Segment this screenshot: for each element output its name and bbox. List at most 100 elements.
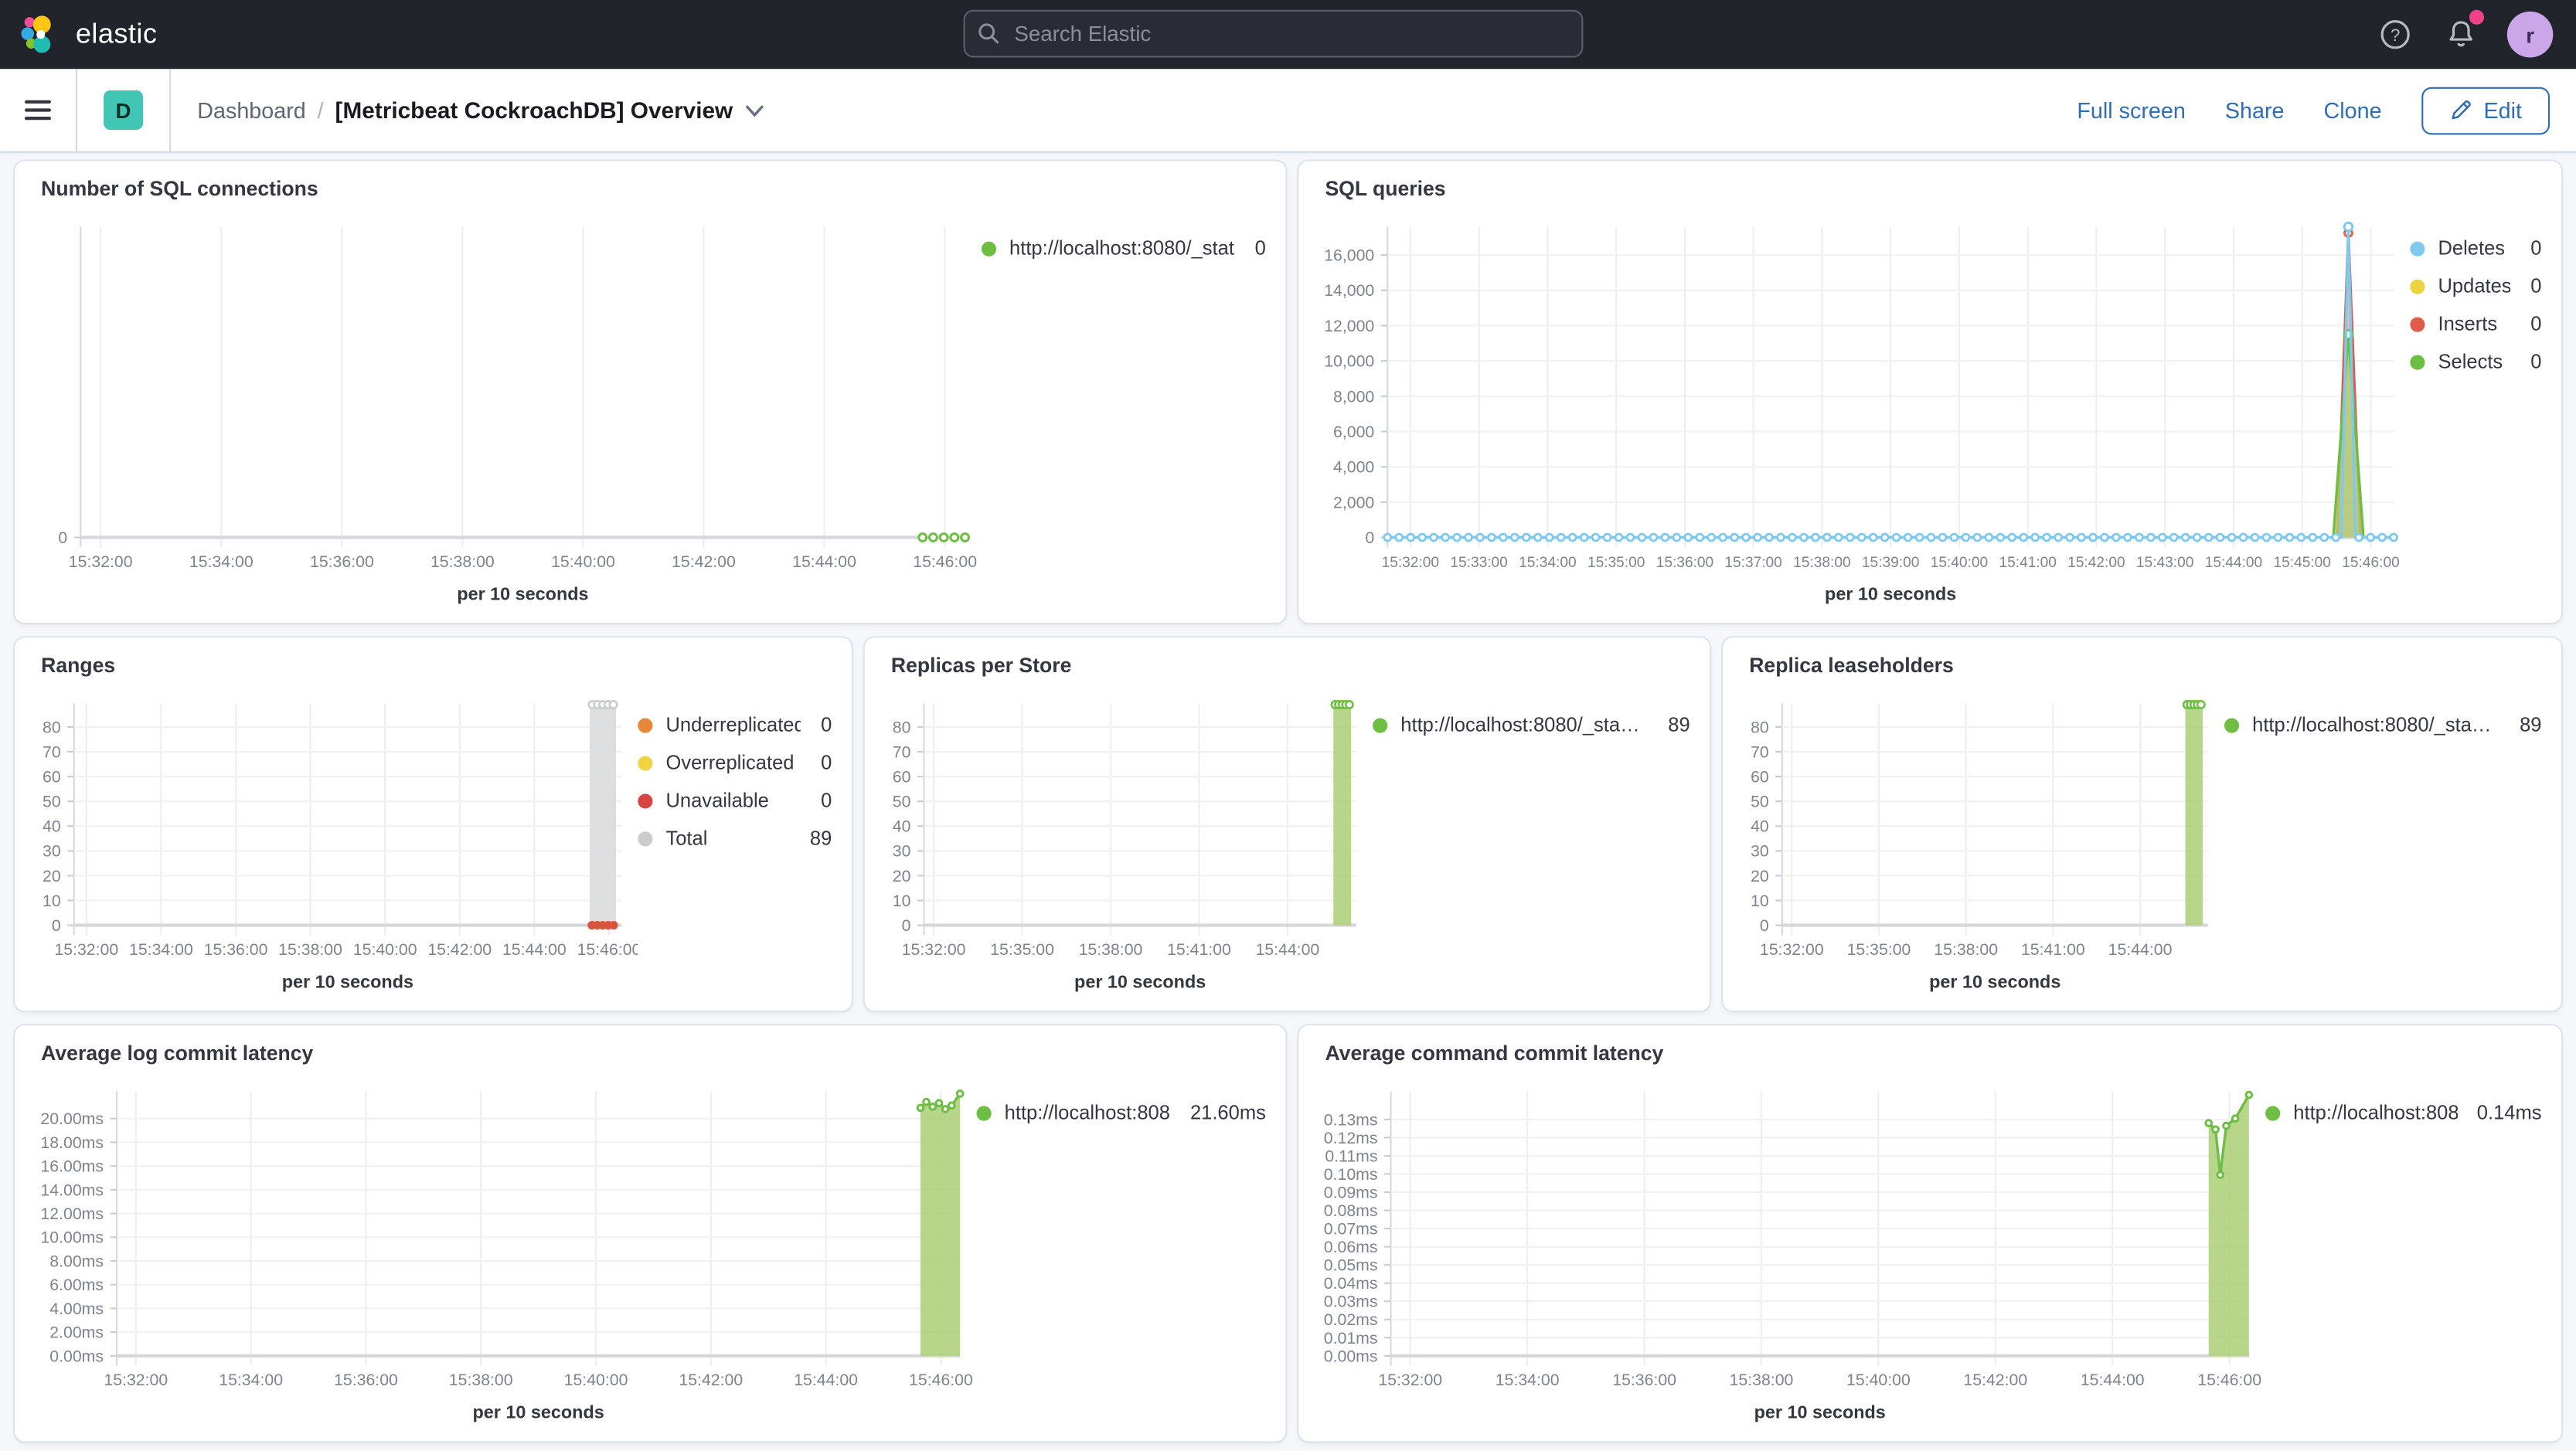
- svg-text:15:40:00: 15:40:00: [551, 552, 615, 571]
- svg-text:15:38:00: 15:38:00: [1934, 940, 1998, 959]
- svg-text:20.00ms: 20.00ms: [40, 1109, 104, 1128]
- legend-item[interactable]: Selects 0: [2410, 350, 2541, 373]
- svg-text:15:46:00: 15:46:00: [909, 1371, 973, 1389]
- dashboard-row: Ranges 80 70 60 50 40 30 20 10 0 15:32:00 15:34:00…: [15, 637, 2562, 1011]
- svg-text:15:46:00: 15:46:00: [2197, 1371, 2261, 1389]
- chart-plot[interactable]: 0.13ms0.12ms0.11ms0.10ms0.09ms0.08ms0.07…: [1298, 1072, 2265, 1429]
- chart-plot[interactable]: 015:32:00 15:34:00 15:36:00 15:38:00 15:40:0…: [15, 207, 982, 610]
- notifications-bell-icon[interactable]: [2442, 9, 2485, 54]
- svg-text:20: 20: [43, 867, 61, 885]
- legend-item[interactable]: Deletes 0: [2410, 236, 2541, 260]
- svg-text:15:42:00: 15:42:00: [672, 552, 736, 571]
- svg-text:0.00ms: 0.00ms: [1324, 1347, 1378, 1365]
- svg-text:10: 10: [43, 892, 61, 910]
- legend-item[interactable]: http://localhost:8080… 0.14ms: [2265, 1101, 2541, 1124]
- chart-legend: http://localhost:8080… 0.14ms: [2265, 1072, 2561, 1429]
- svg-text:15:40:00: 15:40:00: [1931, 555, 1988, 571]
- chart-legend: Underreplicated 0 Overreplicated 0 Unavailab…: [638, 684, 852, 997]
- svg-text:80: 80: [893, 718, 911, 736]
- svg-text:15:38:00: 15:38:00: [430, 552, 495, 571]
- panel-avg-command-commit-latency: Average command commit latency 0.13ms 0.1…: [1298, 1025, 2562, 1442]
- chart-plot[interactable]: 80 70 60 50 40 30 20 10 0 15:32:00 15:34:00 15:36:0…: [15, 684, 638, 997]
- svg-text:10.00ms: 10.00ms: [40, 1228, 104, 1247]
- legend-item[interactable]: Overreplicated 0: [638, 751, 832, 774]
- dashboard-grid: Number of SQL connections 0 15:32:00 15:34…: [0, 153, 2576, 1442]
- svg-text:30: 30: [1751, 842, 1769, 861]
- svg-text:15:44:00: 15:44:00: [792, 552, 856, 571]
- panel-body: 20.00ms 18.00ms 16.00ms 14.00ms 12.00ms 10.00…: [15, 1072, 1285, 1429]
- svg-text:15:41:00: 15:41:00: [1999, 555, 2057, 571]
- svg-text:0.09ms: 0.09ms: [1324, 1183, 1378, 1201]
- legend-item[interactable]: Updates 0: [2410, 274, 2541, 297]
- legend-swatch-icon: [2410, 240, 2425, 256]
- legend-label: http://localhost:8080…: [2293, 1101, 2457, 1124]
- svg-text:0: 0: [52, 916, 61, 935]
- svg-text:15:44:00: 15:44:00: [2108, 940, 2173, 959]
- svg-text:15:44:00: 15:44:00: [2081, 1371, 2145, 1389]
- search-icon: [978, 23, 999, 44]
- legend-value: 0: [821, 789, 832, 812]
- legend-value: 0: [2530, 274, 2542, 298]
- svg-text:0.01ms: 0.01ms: [1324, 1329, 1378, 1347]
- svg-text:15:32:00: 15:32:00: [1760, 940, 1824, 959]
- svg-text:40: 40: [43, 817, 61, 836]
- svg-text:0.06ms: 0.06ms: [1324, 1238, 1378, 1256]
- svg-text:8,000: 8,000: [1333, 387, 1374, 406]
- legend-item[interactable]: Total 89: [638, 827, 832, 850]
- panel-sql-queries: SQL queries 16,000 14,000 12,000 10,000 8,00…: [1298, 161, 2562, 624]
- chart-plot[interactable]: 16,000 14,000 12,000 10,000 8,000 6,000 4,000 2…: [1298, 207, 2410, 610]
- full-screen-button[interactable]: Full screen: [2077, 97, 2186, 123]
- legend-label: Overreplicated: [665, 751, 795, 774]
- clone-button[interactable]: Clone: [2323, 97, 2382, 123]
- legend-swatch-icon: [638, 717, 653, 732]
- legend-label: http://localhost:8080/_stat…: [1009, 236, 1236, 260]
- breadcrumb: Dashboard / [Metricbeat CockroachDB] Ove…: [197, 97, 764, 124]
- svg-text:70: 70: [1751, 742, 1769, 761]
- svg-text:15:40:00: 15:40:00: [1846, 1371, 1911, 1389]
- share-button[interactable]: Share: [2224, 97, 2285, 123]
- svg-text:15:36:00: 15:36:00: [310, 552, 374, 571]
- svg-text:50: 50: [1751, 793, 1769, 811]
- panel-body: 80 70 60 50 40 30 20 10 0 15:32:00 15:35:00 15:38:0…: [1723, 684, 2561, 997]
- svg-text:15:46:00: 15:46:00: [577, 940, 638, 959]
- help-icon[interactable]: ?: [2376, 15, 2415, 54]
- chart-plot[interactable]: 20.00ms 18.00ms 16.00ms 14.00ms 12.00ms 10.00…: [15, 1072, 976, 1429]
- svg-text:15:32:00: 15:32:00: [902, 940, 966, 959]
- svg-text:15:34:00: 15:34:00: [129, 940, 193, 959]
- svg-text:15:44:00: 15:44:00: [2205, 555, 2262, 571]
- legend-item[interactable]: Unavailable 0: [638, 789, 832, 812]
- breadcrumb-dashboard[interactable]: Dashboard: [197, 97, 306, 123]
- svg-text:16.00ms: 16.00ms: [40, 1157, 104, 1176]
- elastic-logo[interactable]: elastic: [0, 13, 157, 56]
- chart-plot[interactable]: 80 70 60 50 40 30 20 10 0 15:32:00 15:35:00 15:38:0…: [865, 684, 1373, 997]
- svg-text:18.00ms: 18.00ms: [40, 1133, 104, 1152]
- svg-text:0.04ms: 0.04ms: [1324, 1274, 1378, 1293]
- chart-plot[interactable]: 80 70 60 50 40 30 20 10 0 15:32:00 15:35:00 15:38:0…: [1723, 684, 2224, 997]
- chevron-down-icon[interactable]: [744, 103, 764, 117]
- legend-item[interactable]: Underreplicated 0: [638, 713, 832, 736]
- legend-item[interactable]: http://localhost:808… 21.60ms: [976, 1101, 1266, 1124]
- chart-legend: http://localhost:8080/_sta… 89: [2224, 684, 2561, 997]
- search-input[interactable]: [963, 9, 1584, 58]
- svg-text:15:42:00: 15:42:00: [427, 940, 492, 959]
- legend-item[interactable]: http://localhost:8080/_sta… 89: [1373, 713, 1690, 736]
- svg-text:15:32:00: 15:32:00: [54, 940, 118, 959]
- user-avatar[interactable]: r: [2506, 11, 2554, 58]
- legend-item[interactable]: Inserts 0: [2410, 312, 2541, 335]
- edit-button[interactable]: Edit: [2421, 86, 2550, 134]
- svg-text:2.00ms: 2.00ms: [49, 1324, 104, 1342]
- legend-label: Inserts: [2438, 312, 2498, 335]
- svg-text:2,000: 2,000: [1333, 493, 1374, 511]
- panel-title: Replicas per Store: [890, 654, 1072, 678]
- svg-text:4.00ms: 4.00ms: [49, 1300, 104, 1318]
- legend-label: Unavailable: [665, 789, 769, 812]
- hamburger-menu-icon[interactable]: [0, 69, 76, 151]
- space-badge[interactable]: D: [104, 90, 144, 131]
- svg-text:per 10 seconds: per 10 seconds: [282, 971, 413, 991]
- legend-swatch-icon: [638, 793, 653, 808]
- legend-item[interactable]: http://localhost:8080/_sta… 89: [2224, 713, 2541, 736]
- svg-text:0.05ms: 0.05ms: [1324, 1256, 1378, 1275]
- panel-title: Replica leaseholders: [1749, 654, 1954, 678]
- svg-text:60: 60: [1751, 767, 1769, 786]
- legend-item[interactable]: http://localhost:8080/_stat… 0: [981, 236, 1266, 260]
